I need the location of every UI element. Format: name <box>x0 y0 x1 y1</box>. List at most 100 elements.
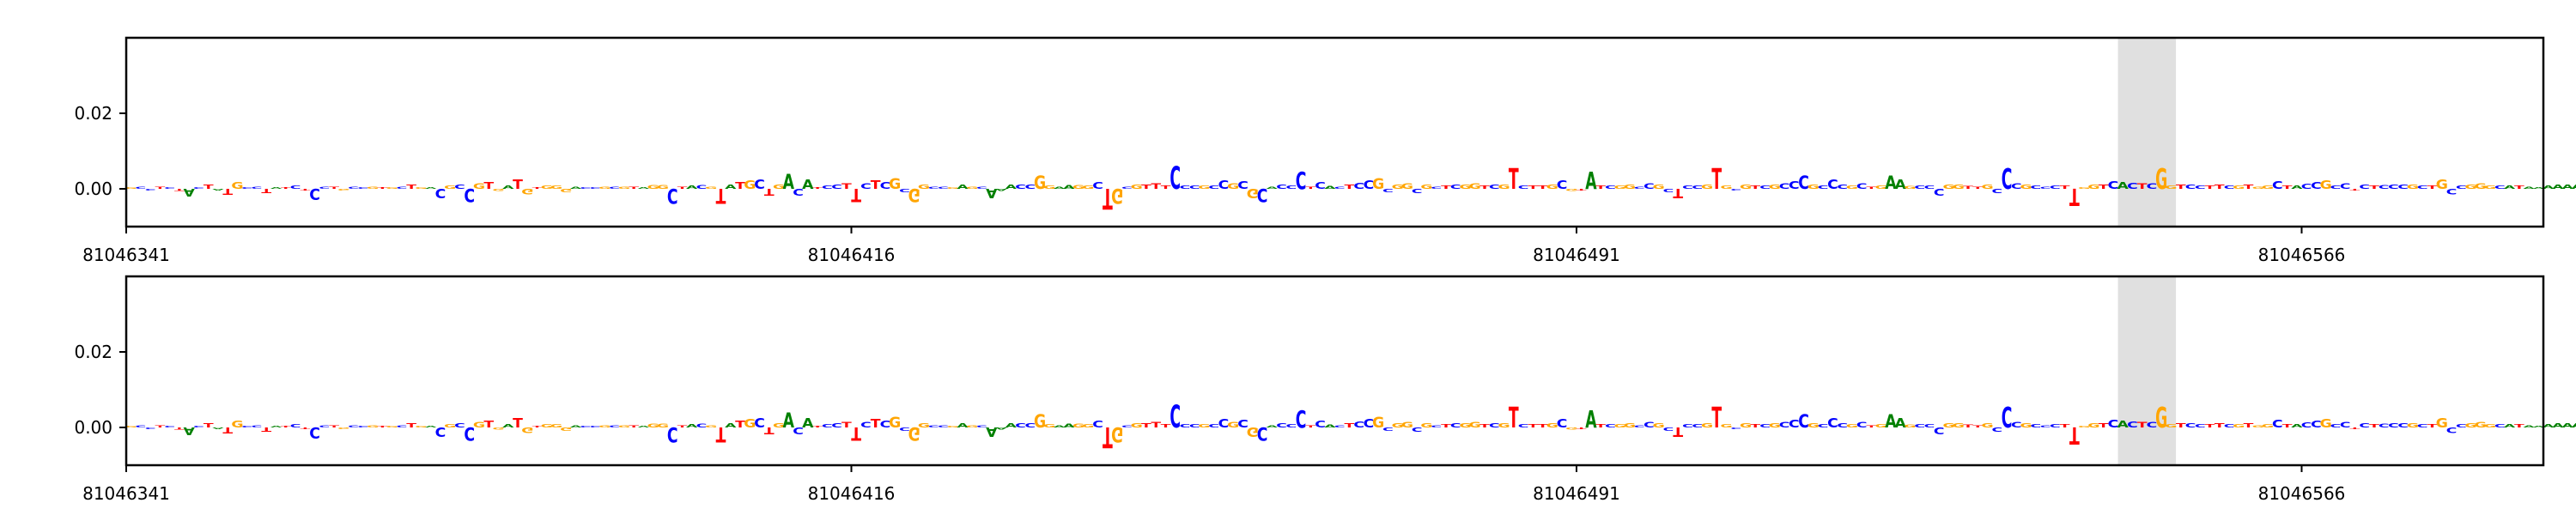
logo-letter: C <box>822 423 833 428</box>
logo-letter: A <box>2552 184 2564 191</box>
logo-letter: C <box>145 188 156 191</box>
logo-letter: G <box>231 420 243 430</box>
logo-letter: C <box>1692 185 1703 190</box>
logo-letter: T <box>300 427 311 429</box>
logo-letter: C <box>609 425 620 427</box>
logo-letter: C <box>1092 420 1103 430</box>
logo-letter: G <box>560 427 572 432</box>
logo-letter: C <box>831 184 842 191</box>
logo-letter: G <box>1769 184 1781 191</box>
logo-letter: G <box>1740 422 1752 429</box>
logo-letter: T <box>2176 422 2186 429</box>
logo-letter: C <box>1296 407 1307 433</box>
logo-letter: G <box>1082 423 1094 428</box>
logo-letter: C <box>667 422 678 446</box>
logo-letter: A <box>725 422 737 429</box>
logo-letter: T <box>1441 423 1451 428</box>
logo-letter: G <box>1043 185 1055 190</box>
logo-letter: G <box>2078 426 2090 428</box>
logo-letter: C <box>1518 185 1529 190</box>
logo-letter: C <box>1257 185 1268 206</box>
logo-letter: T <box>851 423 862 445</box>
logo-letter: A <box>2533 187 2545 190</box>
logo-letter: G <box>1740 184 1752 191</box>
logo-letter: T <box>1972 186 1983 190</box>
logo-letter: C <box>1189 185 1200 190</box>
logo-letter: T <box>1151 421 1162 430</box>
logo-letter: C <box>2359 422 2370 429</box>
logo-letter: A <box>1063 423 1074 429</box>
x-tick-label: 81046416 <box>808 483 896 504</box>
logo-letter: G <box>598 425 611 427</box>
logo-letter: G <box>1372 176 1384 193</box>
logo-letter: C <box>309 423 320 440</box>
logo-letter: G <box>1247 424 1259 439</box>
logo-letter: A <box>2117 420 2129 430</box>
logo-letter: G <box>1546 184 1558 191</box>
logo-letter: C <box>793 186 804 197</box>
logo-letter: C <box>2050 185 2061 190</box>
logo-letter: G <box>1875 423 1887 428</box>
logo-letter: A <box>986 424 998 439</box>
logo-letter: C <box>136 186 147 189</box>
logo-letter: C <box>1779 421 1790 430</box>
logo-letter: G <box>386 426 398 428</box>
logo-letter: G <box>2020 184 2032 191</box>
logo-letter: C <box>1364 179 1375 192</box>
logo-letter: C <box>2002 163 2013 197</box>
logo-letter: A <box>2117 181 2129 191</box>
logo-letter: A <box>2291 185 2303 190</box>
logo-letter: G <box>521 425 533 434</box>
logo-letter: C <box>696 423 708 429</box>
logo-letter: C <box>1692 423 1703 428</box>
logo-letter: G <box>1942 422 1954 429</box>
logo-letter: T <box>2069 183 2080 209</box>
logo-letter: G <box>2233 423 2245 428</box>
y-tick-label: 0.02 <box>74 103 112 124</box>
logo-letter: G <box>1034 410 1046 432</box>
logo-letter: G <box>1459 184 1471 191</box>
logo-letter: C <box>1557 179 1568 192</box>
logo-letter: C <box>880 420 891 430</box>
logo-letter: T <box>1595 185 1606 190</box>
logo-letter: G <box>1904 185 1916 190</box>
logo-letter: G <box>2320 417 2332 431</box>
logo-letter: T <box>174 427 185 429</box>
logo-letter: G <box>947 187 959 190</box>
x-tick-label: 81046341 <box>82 245 170 265</box>
logo-letter: T <box>483 420 494 430</box>
logo-letter: A <box>1005 422 1018 429</box>
logo-letter: C <box>2494 423 2506 428</box>
logo-letter: G <box>1082 185 1094 190</box>
logo-letter: C <box>793 425 804 435</box>
logo-letter: G <box>647 423 659 429</box>
logo-letter: T <box>2350 188 2361 191</box>
logo-letter: G <box>1807 422 1820 429</box>
logo-letter: G <box>1614 423 1626 428</box>
logo-letter: C <box>609 186 620 189</box>
logo-letter: A <box>2504 185 2516 190</box>
logo-letter: G <box>1807 184 1820 191</box>
logo-letter: A <box>1324 185 1336 190</box>
logo-letter: C <box>464 185 475 206</box>
logo-letter: C <box>2379 423 2390 429</box>
logo-letter: T <box>1305 186 1315 190</box>
logo-letter: C <box>928 186 939 189</box>
logo-letter: C <box>290 423 301 428</box>
logo-letter: A <box>184 425 196 438</box>
logo-letter: C <box>2446 425 2458 434</box>
logo-letter: T <box>1345 184 1355 191</box>
logo-letter: A <box>212 188 224 191</box>
logo-letter: T <box>1151 182 1162 191</box>
logo-letter: G <box>1565 188 1577 191</box>
logo-letter: C <box>1605 423 1616 428</box>
x-tick-label: 81046566 <box>2258 245 2346 265</box>
logo-letter: G <box>2407 184 2419 191</box>
logo-letter: C <box>1296 168 1307 195</box>
logo-letter: A <box>270 426 283 428</box>
logo-letter: T <box>2244 422 2254 429</box>
logo-letter: G <box>1904 424 1916 428</box>
logo-letter: G <box>2484 185 2496 190</box>
logo-letter: C <box>2397 422 2409 429</box>
logo-letter: G <box>1498 422 1510 429</box>
